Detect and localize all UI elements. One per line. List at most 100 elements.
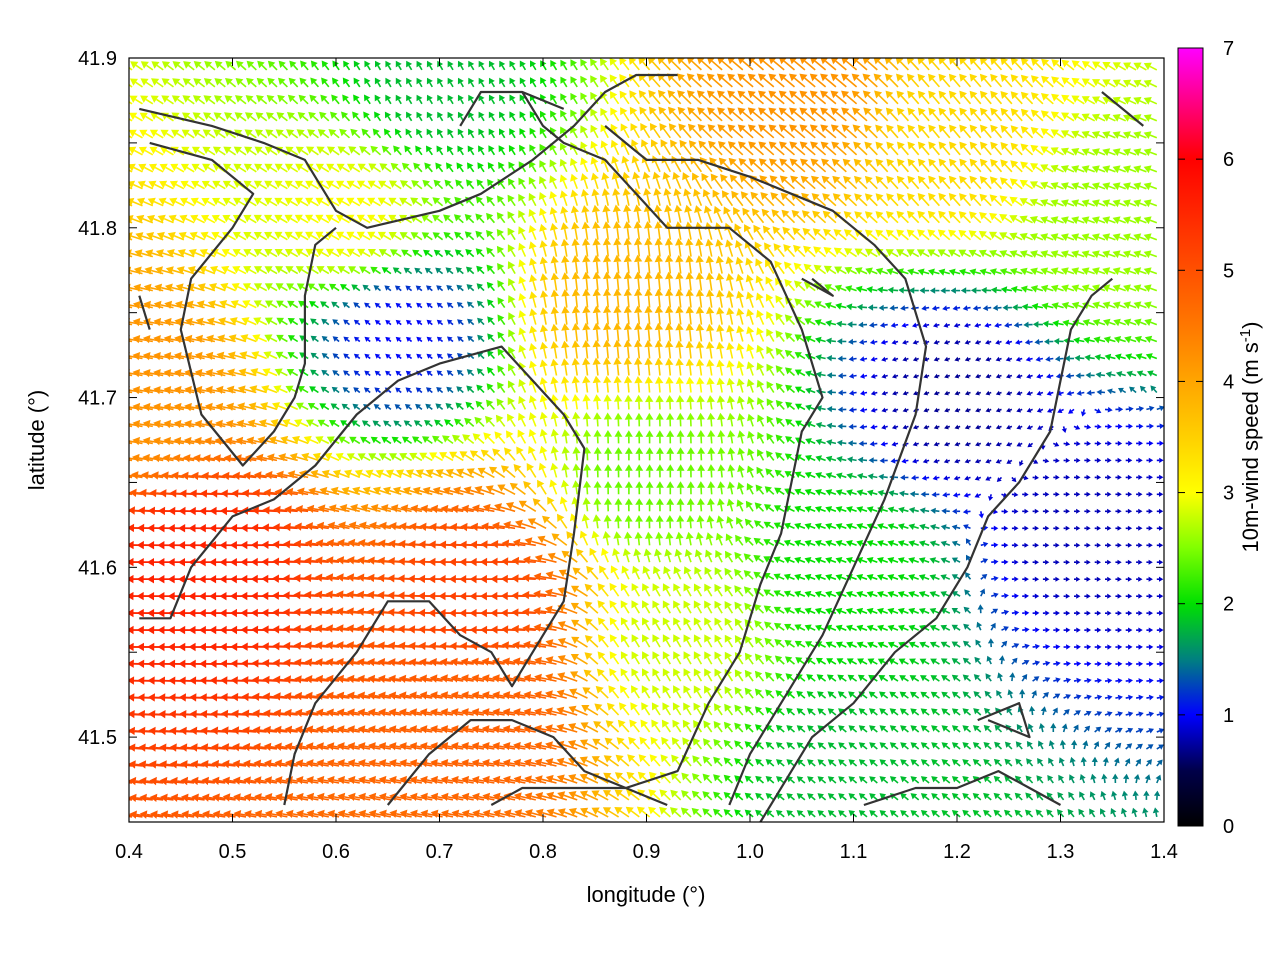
wind-vector (773, 243, 785, 258)
wind-vector (933, 441, 940, 447)
wind-vector (172, 61, 185, 71)
wind-vector (907, 90, 920, 105)
wind-vector (641, 702, 651, 716)
wind-vector (634, 271, 643, 291)
wind-vector (897, 591, 909, 598)
wind-vector (1125, 559, 1133, 565)
wind-vector (1022, 491, 1029, 497)
wind-vector (487, 333, 495, 343)
wind-vector (869, 759, 878, 767)
wind-vector (833, 229, 847, 241)
wind-vector (878, 473, 888, 480)
wind-vector (1016, 373, 1023, 379)
wind-vector (529, 360, 537, 376)
wind-vector (815, 438, 826, 446)
wind-vector (1074, 525, 1081, 531)
wind-vector (392, 267, 402, 275)
wind-vector (623, 357, 632, 376)
wind-vector (744, 224, 754, 241)
wind-vector (393, 145, 402, 156)
wind-vector (1063, 627, 1071, 633)
wind-vector (943, 339, 951, 345)
wind-vector (908, 641, 920, 648)
wind-vector (695, 289, 705, 308)
wind-vector (1125, 593, 1133, 599)
wind-vector (744, 809, 754, 818)
wind-vector (609, 617, 620, 631)
wind-vector (462, 434, 475, 445)
wind-vector (385, 336, 392, 343)
wind-vector (917, 158, 930, 173)
wind-vector (857, 473, 868, 480)
wind-vector (917, 175, 930, 190)
wind-vector (595, 685, 609, 699)
wind-vector (299, 77, 309, 88)
wind-vector (898, 287, 909, 294)
wind-vector (498, 161, 506, 173)
wind-vector (984, 322, 992, 328)
wind-vector (287, 335, 299, 343)
wind-vector (867, 658, 878, 665)
wind-vector (644, 221, 653, 240)
y-tick-label: 41.8 (78, 218, 117, 240)
wind-vector (990, 58, 1003, 71)
y-tick-label: 41.5 (78, 727, 117, 749)
wind-vector (902, 339, 909, 345)
wind-vector (877, 591, 888, 598)
wind-vector (645, 464, 654, 478)
wind-vector (1031, 92, 1044, 105)
wind-vector (557, 621, 578, 631)
wind-vector (604, 447, 613, 461)
wind-vector (1136, 370, 1147, 377)
wind-vector (705, 532, 714, 546)
wind-vector (899, 708, 909, 716)
wind-vector (560, 76, 568, 88)
wind-vector (695, 238, 704, 257)
wind-vector (1082, 740, 1089, 750)
wind-vector (1042, 559, 1050, 565)
wind-vector (1074, 354, 1085, 362)
wind-vector (972, 809, 982, 818)
wind-vector (203, 112, 216, 122)
colorbar-tick-label: 1 (1223, 705, 1234, 727)
wind-vector (775, 295, 785, 309)
wind-vector (673, 583, 682, 597)
wind-vector (1094, 576, 1101, 582)
wind-vector (509, 77, 516, 88)
wind-vector (1124, 335, 1137, 344)
wind-vector (476, 179, 485, 190)
wind-vector (539, 359, 548, 376)
wind-vector (717, 481, 726, 495)
wind-vector (650, 736, 661, 750)
wind-vector (287, 318, 299, 326)
wind-vector (885, 229, 899, 241)
wind-vector (1139, 385, 1147, 394)
wind-vector (990, 107, 1003, 122)
wind-vector (686, 498, 695, 512)
wind-vector (910, 776, 920, 784)
wind-vector (497, 381, 506, 393)
wind-vector (881, 424, 888, 430)
wind-vector (775, 417, 785, 427)
wind-vector (225, 60, 237, 71)
wind-vector (129, 612, 133, 614)
wind-vector (331, 386, 340, 394)
wind-vector (614, 447, 623, 461)
wind-vector (1022, 643, 1030, 650)
wind-vector (858, 759, 868, 767)
wind-vector (410, 232, 423, 241)
wind-vector (518, 210, 527, 224)
wind-vector (435, 403, 444, 411)
wind-vector (817, 691, 827, 699)
wind-vector (637, 771, 651, 784)
wind-vector (671, 155, 682, 173)
wind-vector (869, 725, 878, 733)
x-tick-label: 1.2 (943, 841, 971, 863)
wind-vector (456, 302, 464, 309)
wind-vector (1104, 627, 1112, 633)
wind-vector (962, 508, 971, 515)
wind-vector (734, 809, 744, 818)
wind-vector (1105, 457, 1112, 463)
wind-vector (319, 403, 330, 411)
wind-vector (884, 73, 899, 88)
